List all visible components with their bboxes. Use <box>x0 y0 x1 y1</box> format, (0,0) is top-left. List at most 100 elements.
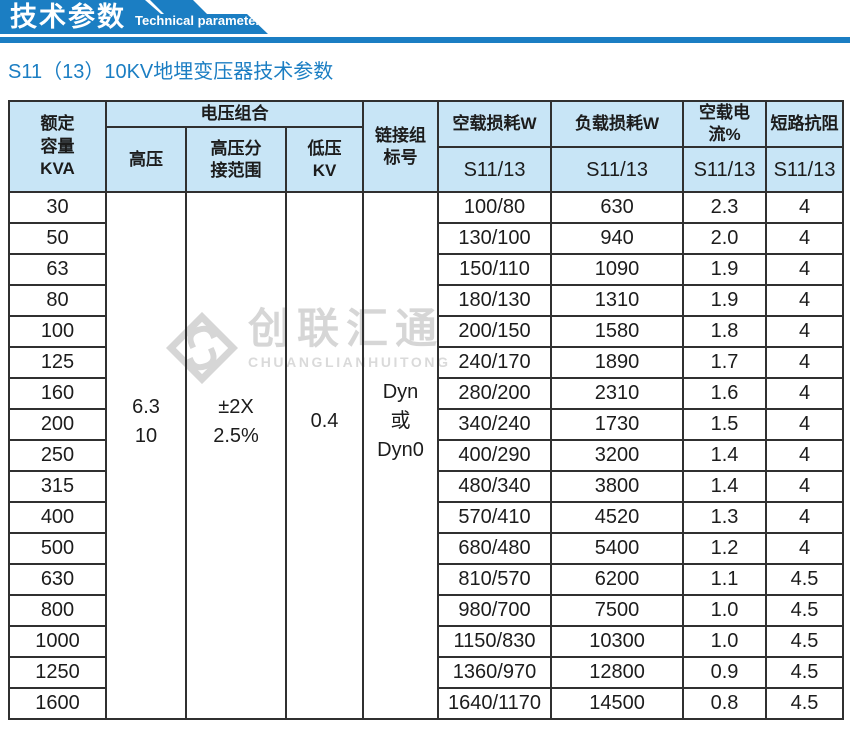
cell-no-load-current: 1.9 <box>682 253 768 287</box>
banner-title: 技术参数 <box>10 2 126 32</box>
cell-load-loss: 10300 <box>550 625 685 659</box>
table-row: 200 340/240 1730 1.5 4 <box>8 408 845 442</box>
cell-no-load-current: 1.0 <box>682 625 768 659</box>
cell-no-load-loss: 680/480 <box>437 532 553 566</box>
header-impedance: 短路抗阻 <box>765 99 845 149</box>
cell-no-load-loss: 280/200 <box>437 377 553 411</box>
header-no-load-loss: 空载损耗W <box>437 99 553 149</box>
table-row: 125 240/170 1890 1.7 4 <box>8 346 845 380</box>
table-row: 1600 1640/1170 14500 0.8 4.5 <box>8 687 845 721</box>
cell-no-load-current: 1.9 <box>682 284 768 318</box>
header-model-impedance: S11/13 <box>765 146 845 194</box>
cell-load-loss: 2310 <box>550 377 685 411</box>
header-capacity: 额定 容量 KVA <box>8 99 107 194</box>
cell-capacity: 160 <box>8 377 107 411</box>
cell-no-load-current: 2.0 <box>682 222 768 256</box>
cell-capacity: 400 <box>8 501 107 535</box>
cell-load-loss: 7500 <box>550 594 685 628</box>
cell-lv-merged: 0.4 <box>284 191 365 721</box>
cell-capacity: 315 <box>8 470 107 504</box>
table-row: 400 570/410 4520 1.3 4 <box>8 501 845 535</box>
cell-capacity: 1600 <box>8 687 107 721</box>
table-row: 250 400/290 3200 1.4 4 <box>8 439 845 473</box>
cell-hv-tap-merged: ±2X 2.5% <box>185 191 287 721</box>
cell-no-load-current: 0.9 <box>682 656 768 690</box>
cell-impedance: 4 <box>765 191 845 225</box>
cell-capacity: 30 <box>8 191 107 225</box>
cell-no-load-current: 2.3 <box>682 191 768 225</box>
banner-underline-bar <box>0 37 850 43</box>
cell-impedance: 4 <box>765 284 845 318</box>
cell-impedance: 4.5 <box>765 687 845 721</box>
cell-no-load-current: 1.4 <box>682 470 768 504</box>
cell-vector-merged: Dyn 或 Dyn0 <box>362 191 440 721</box>
cell-load-loss: 6200 <box>550 563 685 597</box>
cell-load-loss: 3200 <box>550 439 685 473</box>
cell-load-loss: 12800 <box>550 656 685 690</box>
cell-load-loss: 1890 <box>550 346 685 380</box>
cell-no-load-loss: 1150/830 <box>437 625 553 659</box>
cell-capacity: 630 <box>8 563 107 597</box>
table-row: 500 680/480 5400 1.2 4 <box>8 532 845 566</box>
cell-capacity: 1250 <box>8 656 107 690</box>
table-row: 630 810/570 6200 1.1 4.5 <box>8 563 845 597</box>
cell-load-loss: 1310 <box>550 284 685 318</box>
cell-capacity: 80 <box>8 284 107 318</box>
cell-impedance: 4 <box>765 253 845 287</box>
cell-impedance: 4.5 <box>765 625 845 659</box>
table-row: 800 980/700 7500 1.0 4.5 <box>8 594 845 628</box>
cell-load-loss: 1090 <box>550 253 685 287</box>
cell-hv-merged: 6.3 10 <box>105 191 187 721</box>
banner-subtitle: Technical parameter <box>135 13 261 28</box>
cell-load-loss: 14500 <box>550 687 685 721</box>
table-row: 160 280/200 2310 1.6 4 <box>8 377 845 411</box>
cell-capacity: 100 <box>8 315 107 349</box>
header-vector-group: 链接组 标号 <box>362 99 440 194</box>
cell-no-load-current: 1.0 <box>682 594 768 628</box>
cell-impedance: 4.5 <box>765 594 845 628</box>
cell-no-load-current: 1.1 <box>682 563 768 597</box>
cell-no-load-current: 0.8 <box>682 687 768 721</box>
page-title: S11（13）10KV地埋变压器技术参数 <box>8 61 334 83</box>
cell-load-loss: 3800 <box>550 470 685 504</box>
cell-no-load-current: 1.4 <box>682 439 768 473</box>
cell-no-load-loss: 400/290 <box>437 439 553 473</box>
header-model-no-load-current: S11/13 <box>682 146 768 194</box>
banner-flag: 技术参数 Technical parameter <box>0 0 268 34</box>
cell-load-loss: 5400 <box>550 532 685 566</box>
table-row: 1000 1150/830 10300 1.0 4.5 <box>8 625 845 659</box>
table-row: 315 480/340 3800 1.4 4 <box>8 470 845 504</box>
cell-impedance: 4 <box>765 532 845 566</box>
cell-impedance: 4 <box>765 315 845 349</box>
cell-no-load-loss: 980/700 <box>437 594 553 628</box>
header-voltage-group: 电压组合 <box>104 100 365 128</box>
table-row: 30 6.3 10 ±2X 2.5% 0.4 Dyn 或 Dyn0 100/80 630 2.… <box>8 191 845 721</box>
cell-no-load-loss: 1640/1170 <box>437 687 553 721</box>
cell-impedance: 4 <box>765 439 845 473</box>
cell-capacity: 125 <box>8 346 107 380</box>
cell-load-loss: 1580 <box>550 315 685 349</box>
cell-no-load-loss: 200/150 <box>437 315 553 349</box>
cell-no-load-loss: 100/80 <box>437 191 553 225</box>
table-section: 创联汇通 CHUANGLIANHUITONG 额定 容量 KVA 电压组合 链接… <box>8 99 845 721</box>
cell-impedance: 4 <box>765 377 845 411</box>
cell-no-load-current: 1.7 <box>682 346 768 380</box>
table-row: 50 130/100 940 2.0 4 <box>8 222 845 256</box>
header-row-3: S11/13 S11/13 S11/13 S11/13 <box>9 146 845 194</box>
cell-capacity: 500 <box>8 532 107 566</box>
header-model-load-loss: S11/13 <box>550 146 685 194</box>
table-row: 100 200/150 1580 1.8 4 <box>8 315 845 349</box>
table-body: 30 6.3 10 ±2X 2.5% 0.4 Dyn 或 Dyn0 100/80 630 2.… <box>8 191 845 721</box>
header-no-load-current: 空载电流% <box>682 99 768 149</box>
banner-accent-shape <box>150 0 207 14</box>
cell-no-load-current: 1.6 <box>682 377 768 411</box>
banner: 技术参数 Technical parameter <box>0 0 850 46</box>
cell-capacity: 50 <box>8 222 107 256</box>
table-row: 63 150/110 1090 1.9 4 <box>8 253 845 287</box>
cell-no-load-loss: 1360/970 <box>437 656 553 690</box>
cell-no-load-loss: 180/130 <box>437 284 553 318</box>
header-model-no-load-loss: S11/13 <box>437 146 553 194</box>
cell-no-load-loss: 810/570 <box>437 563 553 597</box>
cell-capacity: 200 <box>8 408 107 442</box>
header-hv-tap: 高压分 接范围 <box>185 125 287 194</box>
